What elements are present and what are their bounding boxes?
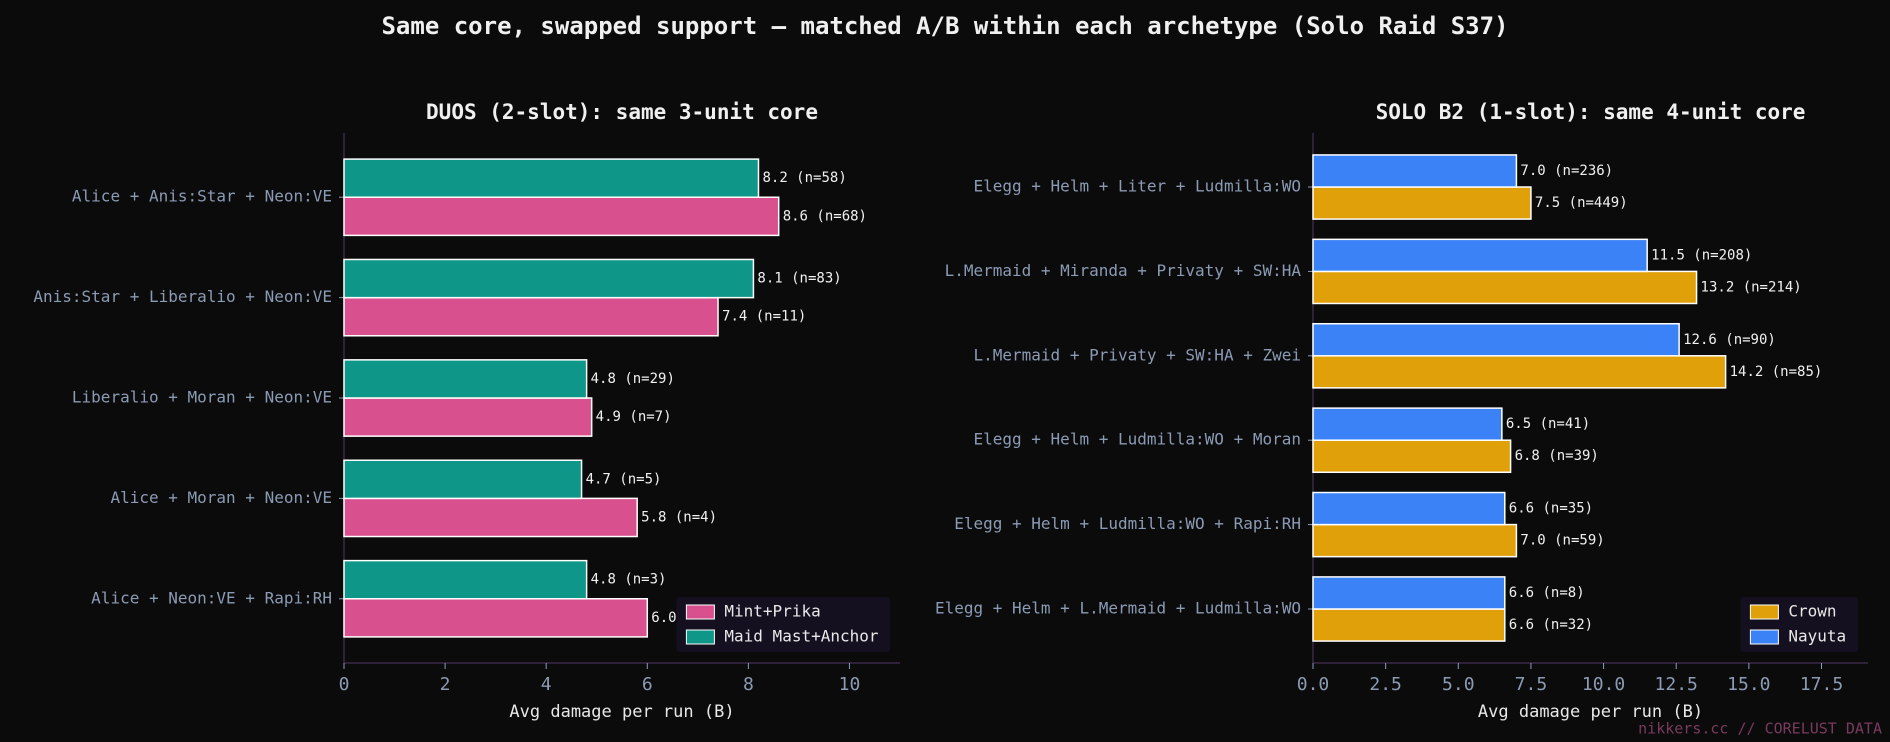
value-label: 5.8 (n=4) <box>641 509 717 525</box>
bar <box>1312 523 1518 558</box>
x-tick-label: 10.0 <box>1582 674 1625 695</box>
value-label: 4.9 (n=7) <box>596 409 672 425</box>
bar <box>343 196 780 237</box>
y-tick-label: L.Mermaid + Privaty + SW:HA + Zwei <box>973 345 1301 364</box>
bar <box>343 359 588 399</box>
value-label: 7.4 (n=11) <box>722 309 806 325</box>
x-tick-label: 0 <box>339 674 350 695</box>
value-label: 11.5 (n=208) <box>1651 247 1752 263</box>
bar <box>343 158 760 198</box>
value-label: 6.5 (n=41) <box>1506 416 1590 432</box>
y-tick-label: Liberalio + Moran + Neon:VE <box>72 388 332 407</box>
x-tick-label: 12.5 <box>1655 674 1698 695</box>
bar <box>1312 270 1698 305</box>
y-tick-label: Elegg + Helm + Ludmilla:WO + Rapi:RH <box>954 514 1301 533</box>
x-tick-label: 15.0 <box>1727 674 1770 695</box>
legend-swatch <box>1749 604 1779 620</box>
legend-label: Crown <box>1788 602 1836 621</box>
x-tick-label: 5.0 <box>1442 674 1475 695</box>
y-tick-label: Alice + Neon:VE + Rapi:RH <box>91 588 332 607</box>
x-tick-label: 17.5 <box>1800 674 1843 695</box>
bar <box>1312 186 1532 220</box>
value-label: 7.5 (n=449) <box>1535 195 1628 211</box>
x-axis-label: Avg damage per run (B) <box>1478 702 1703 722</box>
x-tick-label: 6 <box>642 674 653 695</box>
bar <box>1312 154 1518 188</box>
bar <box>1312 439 1512 474</box>
bar <box>1312 238 1648 273</box>
legend-label: Mint+Prika <box>724 602 820 621</box>
value-label: 7.0 (n=59) <box>1520 533 1604 549</box>
bar <box>343 397 593 437</box>
y-tick-label: Alice + Anis:Star + Neon:VE <box>72 187 332 206</box>
value-label: 12.6 (n=90) <box>1683 332 1776 348</box>
x-tick-label: 7.5 <box>1515 674 1548 695</box>
legend-swatch <box>685 629 715 645</box>
bar <box>343 559 588 600</box>
value-label: 8.6 (n=68) <box>783 208 867 224</box>
bar <box>343 459 583 500</box>
bar <box>343 296 719 337</box>
y-tick-label: Elegg + Helm + L.Mermaid + Ludmilla:WO <box>935 598 1301 617</box>
value-label: 6.6 (n=35) <box>1509 501 1593 517</box>
legend-swatch <box>1749 629 1779 645</box>
bar <box>343 598 649 638</box>
bar <box>1312 322 1680 357</box>
x-tick-label: 0.0 <box>1297 674 1330 695</box>
value-label: 4.8 (n=29) <box>591 371 675 387</box>
value-label: 8.2 (n=58) <box>762 170 846 186</box>
value-label: 6.6 (n=8) <box>1509 585 1585 601</box>
y-tick-label: Elegg + Helm + Ludmilla:WO + Moran <box>973 430 1301 449</box>
y-tick-label: L.Mermaid + Miranda + Privaty + SW:HA <box>945 261 1302 280</box>
y-tick-label: Alice + Moran + Neon:VE <box>110 488 332 507</box>
value-label: 6.0 <box>651 610 676 626</box>
subplot-title: DUOS (2-slot): same 3-unit core <box>426 100 818 124</box>
x-axis-label: Avg damage per run (B) <box>509 702 734 722</box>
bar <box>1312 407 1503 441</box>
y-tick-label: Anis:Star + Liberalio + Neon:VE <box>33 287 332 306</box>
x-tick-label: 8 <box>743 674 754 695</box>
bar <box>1312 355 1727 389</box>
value-label: 4.7 (n=5) <box>586 471 662 487</box>
legend-swatch <box>685 604 715 620</box>
legend-label: Maid Mast+Anchor <box>724 627 878 646</box>
bar <box>343 497 638 538</box>
legend-box <box>676 597 890 652</box>
footer: nikkers.cc // CORELUST DATA <box>1638 720 1882 738</box>
bar <box>343 258 755 299</box>
value-label: 7.0 (n=236) <box>1520 163 1613 179</box>
x-tick-label: 2.5 <box>1369 674 1402 695</box>
bar <box>1312 608 1506 642</box>
value-label: 4.8 (n=3) <box>591 572 667 588</box>
value-label: 6.6 (n=32) <box>1509 617 1593 633</box>
bar <box>1312 491 1506 526</box>
value-label: 6.8 (n=39) <box>1515 448 1599 464</box>
bar <box>1312 576 1506 610</box>
value-label: 8.1 (n=83) <box>757 271 841 287</box>
value-label: 13.2 (n=214) <box>1701 279 1802 295</box>
figure-title: Same core, swapped support — matched A/B… <box>381 12 1508 40</box>
x-tick-label: 10 <box>839 674 861 695</box>
subplot-title: SOLO B2 (1-slot): same 4-unit core <box>1376 100 1806 124</box>
x-tick-label: 2 <box>440 674 451 695</box>
x-tick-label: 4 <box>541 674 552 695</box>
value-label: 14.2 (n=85) <box>1730 364 1823 380</box>
y-tick-label: Elegg + Helm + Liter + Ludmilla:WO <box>973 177 1301 196</box>
legend-label: Nayuta <box>1788 627 1846 646</box>
